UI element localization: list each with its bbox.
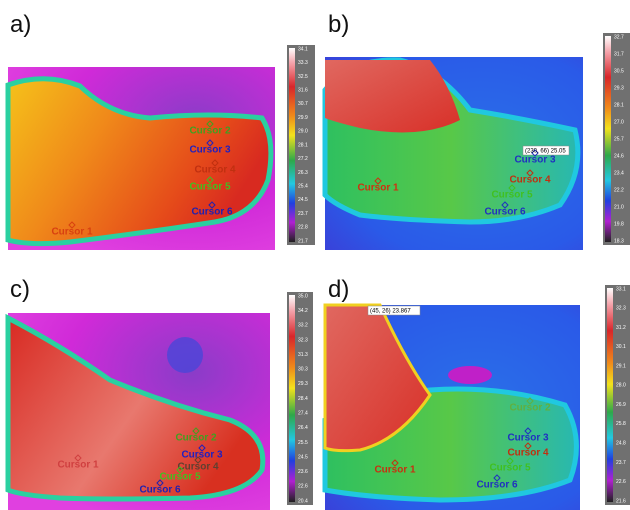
- scale-label: 22.2: [614, 187, 624, 193]
- scale-label: 28.0: [616, 383, 626, 389]
- scale-label: 27.0: [614, 119, 624, 125]
- cursor-label: Cursor 3: [507, 433, 549, 444]
- scale-label: 29.9: [298, 115, 308, 121]
- scale-label: 33.3: [298, 60, 308, 66]
- scale-label: 32.3: [616, 306, 626, 312]
- cursor-label: Cursor 6: [484, 207, 526, 218]
- figure: a) 34.1 33.3 32.5 31.6 30.7 29.9 29.0 28.1 27.2 26…: [0, 0, 630, 510]
- scale-label: 24.5: [298, 454, 308, 460]
- scale-label: 30.3: [298, 367, 308, 373]
- tooltip: (45, 26) 23.867: [370, 309, 411, 315]
- scale-label: 25.8: [616, 421, 626, 427]
- scale-label: 18.3: [614, 238, 624, 244]
- scale-label: 25.7: [614, 136, 624, 142]
- scale-label: 34.2: [298, 308, 308, 314]
- cursor-label: Cursor 2: [175, 433, 217, 444]
- scale-label: 31.3: [298, 352, 308, 358]
- scale-label: 28.1: [614, 102, 624, 108]
- tooltip: (230, 66) 25.05: [525, 149, 566, 155]
- scale-label: 27.4: [298, 410, 308, 416]
- cursor-label: Cursor 6: [139, 485, 181, 496]
- scale-label: 22.6: [616, 479, 626, 485]
- scale-label: 26.4: [298, 425, 308, 431]
- scale-label: 23.4: [614, 170, 624, 176]
- scale-label: 28.1: [298, 142, 308, 148]
- scale-label: 19.8: [614, 221, 624, 227]
- scale-label: 31.7: [614, 51, 624, 57]
- panel-label: a): [10, 11, 31, 38]
- cursor-label: Cursor 1: [357, 183, 399, 194]
- cursor-label: Cursor 6: [476, 480, 518, 491]
- panel-label: b): [328, 11, 349, 38]
- scale-label: 23.7: [298, 211, 308, 217]
- scale-label: 29.3: [614, 85, 624, 91]
- scale-label: 31.2: [616, 325, 626, 331]
- cursor-label: Cursor 5: [491, 190, 533, 201]
- cursor-label: Cursor 3: [514, 155, 556, 166]
- cursor-label: Cursor 2: [189, 126, 231, 137]
- scale-label: 25.5: [298, 440, 308, 446]
- scale-label: 31.6: [298, 87, 308, 93]
- cursor-label: Cursor 1: [51, 227, 93, 238]
- cursor-label: Cursor 5: [189, 182, 231, 193]
- scale-label: 20.4: [298, 498, 308, 504]
- colorbar: [605, 36, 611, 242]
- scale-label: 26.3: [298, 170, 308, 176]
- scale-label: 22.6: [298, 484, 308, 490]
- scale-label: 35.0: [298, 293, 308, 299]
- scale-label: 30.1: [616, 344, 626, 350]
- scale-label: 21.6: [616, 498, 626, 504]
- cursor-label: Cursor 3: [189, 145, 231, 156]
- panel-label: d): [328, 276, 349, 303]
- colorbar: [289, 48, 295, 242]
- scale-label: 24.5: [298, 197, 308, 203]
- scale-label: 27.2: [298, 156, 308, 162]
- cursor-label: Cursor 2: [509, 403, 551, 414]
- scale-label: 30.7: [298, 101, 308, 107]
- cursor-label: Cursor 4: [507, 448, 549, 459]
- scale-label: 24.6: [614, 153, 624, 159]
- scale-label: 32.5: [298, 74, 308, 80]
- scale-label: 28.4: [298, 396, 308, 402]
- cursor-label: Cursor 4: [194, 165, 236, 176]
- scale-label: 21.7: [298, 238, 308, 244]
- thermal-image-a: [8, 67, 275, 250]
- thermal-image-c: [8, 313, 270, 510]
- cursor-label: Cursor 1: [57, 460, 99, 471]
- scale-label: 23.7: [616, 460, 626, 466]
- scale-label: 32.3: [298, 337, 308, 343]
- scale-label: 34.1: [298, 46, 308, 52]
- scale-label: 22.8: [298, 225, 308, 231]
- scale-label: 29.0: [298, 129, 308, 135]
- cursor-label: Cursor 5: [489, 463, 531, 474]
- cursor-label: Cursor 6: [191, 207, 233, 218]
- panel-label: c): [10, 276, 30, 303]
- scale-label: 23.6: [298, 469, 308, 475]
- cursor-label: Cursor 1: [374, 465, 416, 476]
- scale-label: 25.4: [298, 183, 308, 189]
- colorbar: [607, 288, 613, 502]
- scale-label: 21.0: [614, 204, 624, 210]
- cursor-label: Cursor 3: [181, 450, 223, 461]
- scale-label: 29.3: [298, 381, 308, 387]
- scale-label: 32.7: [614, 34, 624, 40]
- scale-label: 30.5: [614, 68, 624, 74]
- scale-label: 33.2: [298, 323, 308, 329]
- cursor-label: Cursor 5: [159, 472, 201, 483]
- scale-label: 26.9: [616, 402, 626, 408]
- scale-label: 24.8: [616, 441, 626, 447]
- scale-label: 33.1: [616, 286, 626, 292]
- scale-label: 29.1: [616, 363, 626, 369]
- colorbar: [289, 295, 295, 502]
- cursor-label: Cursor 4: [509, 175, 551, 186]
